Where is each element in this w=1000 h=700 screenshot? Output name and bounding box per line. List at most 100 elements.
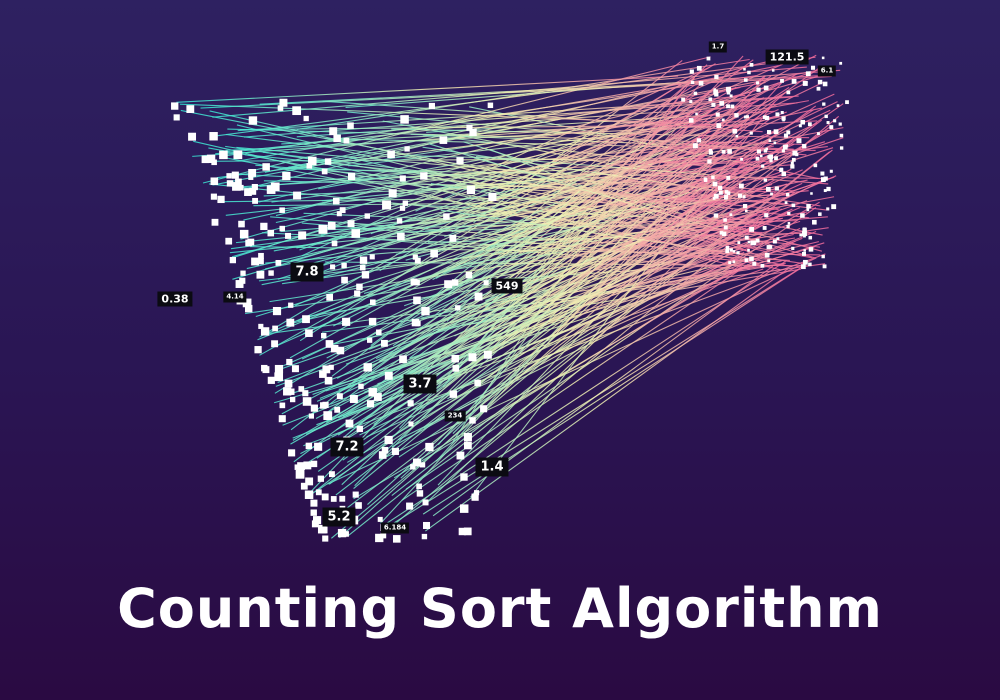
node-point <box>690 80 695 85</box>
node-point <box>474 379 481 387</box>
node-point <box>286 358 293 366</box>
node-point <box>729 213 733 217</box>
node-point <box>329 127 338 136</box>
node-point <box>323 411 333 421</box>
node-point <box>782 144 788 150</box>
node-point <box>747 70 751 75</box>
node-point <box>732 128 738 134</box>
node-point <box>233 150 243 160</box>
node-point <box>817 79 823 85</box>
node-point <box>713 89 718 95</box>
node-point <box>206 154 216 163</box>
node-point <box>322 535 329 542</box>
node-point <box>712 197 716 200</box>
value-label-4-14: 4.14 <box>223 291 247 303</box>
node-point <box>251 183 258 191</box>
connection-line <box>179 103 743 127</box>
node-point <box>272 325 278 332</box>
connection-line <box>366 261 758 438</box>
node-point <box>349 394 358 403</box>
node-point <box>336 393 343 400</box>
connection-line <box>303 253 826 447</box>
node-point <box>332 197 340 205</box>
node-point <box>783 133 789 138</box>
node-point <box>279 207 285 213</box>
node-point <box>283 387 292 396</box>
connection-line <box>397 220 797 233</box>
node-point <box>737 193 743 198</box>
value-label-5-2: 5.2 <box>322 507 356 527</box>
connection-line <box>209 56 816 138</box>
node-point <box>315 489 322 496</box>
node-point <box>732 260 736 264</box>
node-point <box>412 254 418 260</box>
node-point <box>229 256 237 264</box>
node-point <box>768 139 772 142</box>
node-point <box>799 233 803 237</box>
node-point <box>468 353 477 362</box>
node-point <box>271 340 279 348</box>
node-point <box>232 182 241 191</box>
node-point <box>366 400 375 408</box>
node-point <box>718 190 723 195</box>
connection-line <box>269 231 728 303</box>
page-title: Counting Sort Algorithm <box>117 577 883 640</box>
node-point <box>416 483 422 490</box>
value-label-3-7: 3.7 <box>403 374 437 394</box>
node-point <box>821 56 825 60</box>
node-point <box>711 102 716 107</box>
node-point <box>831 204 837 210</box>
node-point <box>460 473 468 481</box>
node-point <box>706 56 711 61</box>
node-point <box>279 98 288 107</box>
connection-line <box>363 166 705 231</box>
node-point <box>262 163 270 171</box>
node-point <box>375 533 384 543</box>
node-point <box>382 200 392 210</box>
node-point <box>779 168 784 172</box>
node-point <box>380 532 387 539</box>
node-point <box>732 250 736 253</box>
node-point <box>764 213 769 218</box>
node-point <box>244 188 252 196</box>
connection-line <box>429 77 695 301</box>
node-point <box>428 102 435 110</box>
node-point <box>774 186 779 191</box>
node-point <box>449 390 458 398</box>
node-point <box>749 62 754 67</box>
node-point <box>245 239 252 247</box>
node-point <box>747 240 751 244</box>
connection-line <box>216 114 718 179</box>
node-point <box>345 419 354 428</box>
node-point <box>826 121 830 125</box>
node-point <box>378 451 387 459</box>
node-point <box>474 490 480 496</box>
node-point <box>726 104 731 109</box>
node-point <box>302 397 312 406</box>
node-point <box>763 178 767 182</box>
node-point <box>261 364 268 372</box>
node-point <box>239 229 249 239</box>
node-point <box>781 116 786 121</box>
node-point <box>330 264 336 270</box>
node-point <box>310 509 317 516</box>
node-point <box>443 213 450 220</box>
node-point <box>808 247 814 252</box>
node-point <box>715 112 720 117</box>
node-point <box>414 279 420 286</box>
node-point <box>392 535 401 543</box>
node-point <box>258 252 264 259</box>
node-point <box>719 101 725 106</box>
connection-line <box>314 209 740 493</box>
node-point <box>463 527 472 536</box>
node-point <box>744 235 749 240</box>
node-point <box>742 195 746 199</box>
node-point <box>422 521 431 529</box>
node-point <box>839 61 843 65</box>
node-point <box>325 340 334 348</box>
node-point <box>319 370 327 378</box>
node-point <box>487 102 494 109</box>
node-point <box>288 449 296 457</box>
node-point <box>802 231 807 237</box>
node-point <box>740 157 743 161</box>
